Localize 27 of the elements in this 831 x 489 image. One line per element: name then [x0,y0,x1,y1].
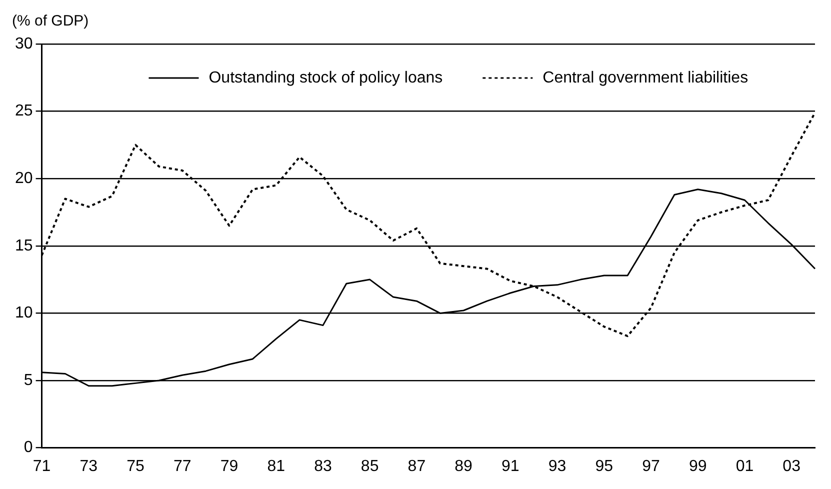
x-tick-label: 89 [454,458,473,475]
y-tick-label: 20 [15,170,33,188]
y-tick-label: 10 [15,304,33,322]
y-tick-label: 25 [15,102,33,120]
x-tick-label: 83 [314,458,332,475]
x-tick-label: 71 [32,458,51,475]
x-tick-label: 79 [220,458,238,475]
x-tick-label: 75 [126,458,145,475]
y-tick-label: 15 [15,237,33,254]
x-tick-label: 93 [548,458,566,475]
x-tick-label: 01 [736,458,754,475]
y-tick-label: 0 [24,439,33,456]
x-tick-label: 03 [782,458,801,475]
x-tick-label: 77 [173,458,192,475]
y-axis-title: (% of GDP) [12,12,89,30]
x-tick-label: 85 [360,458,379,475]
x-tick-label: 99 [688,458,707,475]
x-tick-label: 73 [80,458,98,475]
x-tick-label: 81 [267,458,286,475]
x-tick-label: 91 [502,458,520,475]
x-tick-label: 95 [595,458,614,475]
x-tick-label: 97 [642,458,660,475]
x-tick-label: 87 [408,458,426,475]
legend-label: Outstanding stock of policy loans [208,69,443,86]
y-tick-label: 30 [15,35,33,52]
y-tick-label: 5 [24,372,33,389]
legend-label: Central government liabilities [542,69,748,86]
